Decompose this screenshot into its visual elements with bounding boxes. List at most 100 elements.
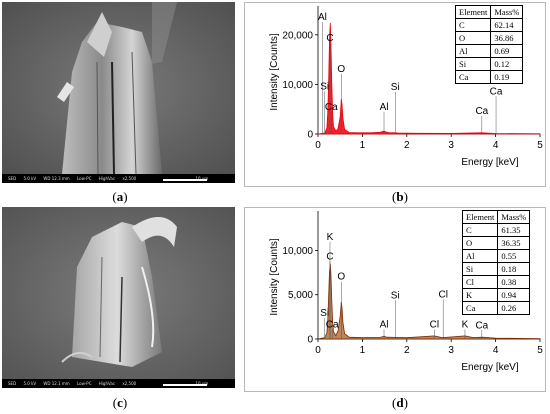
sem-info-scale-label: 10 μm [195,379,208,388]
sem-fiber-c [2,207,235,379]
spectrum-area [317,22,541,135]
table-cell: 36.35 [497,236,531,250]
table-row: K 0.94 [461,288,531,302]
table-cell: Al [454,44,492,58]
sem-info-mode: Low-PC [76,176,92,181]
table-header-row: Element Mass% [461,210,531,224]
peak-label: Ca [490,86,503,97]
table-row: O 36.86 [454,31,524,45]
table-cell: 0.18 [497,262,531,276]
eds-chart-d: 0 5,000 10,000 0 1 2 3 4 5 Energy [keV] Intensity … [244,207,546,392]
table-cell: Si [461,262,499,276]
x-tick-label: 2 [404,345,410,356]
sem-scale-bar-a [163,179,207,181]
table-header-row: Element Mass% [454,5,524,19]
table-header-cell: Mass% [490,5,524,19]
peak-label: Cl [430,319,439,330]
sem-info-detector: SED [8,381,17,386]
table-row: Al 0.69 [454,44,524,58]
x-tick-label: 0 [315,345,321,356]
sem-info-mode: Low-PC [76,381,92,386]
table-cell: 0.94 [497,288,531,302]
x-tick-label: 2 [404,140,410,151]
y-tick-label: 0 [307,335,313,346]
eds-chart-b: 0 10,000 20,000 0 1 2 3 4 5 Energy [keV] Intensity… [244,2,546,187]
eds-spectrum-b: 0 10,000 20,000 0 1 2 3 4 5 Energy [keV] Intensity… [244,2,546,187]
peak-label: C [326,33,333,44]
sem-fiber-a [2,2,235,174]
sem-info-scale-label: 10 μm [195,174,208,183]
sem-info-voltage: 5.0 kV [23,381,37,386]
sem-scale-bar-c [163,384,207,386]
peak-label: K [327,232,334,243]
table-row: O 36.35 [461,236,531,250]
peak-label: Si [391,82,400,93]
panel-frame [244,2,546,187]
x-tick-label: 0 [315,140,321,151]
caption-a: (a) [112,189,128,204]
y-tick-label: 10,000 [282,80,313,91]
table-cell: 62.14 [490,18,524,32]
sem-info-wd: WD 12.3 mm [43,176,70,181]
x-tick-label: 3 [448,345,454,356]
peak-label: Ca [475,106,488,117]
y-tick-label: 5,000 [288,290,313,301]
y-tick-label: 10,000 [282,246,313,257]
sem-info-mag: x2,500 [122,176,137,181]
sem-image-a: SED 5.0 kV WD 12.3 mm Low-PC HighVac x2,… [2,2,235,183]
table-cell: Ca [454,70,492,84]
sem-info-wd: WD 12.1 mm [43,381,70,386]
table-header-cell: Element [454,5,492,19]
table-cell: 0.19 [490,70,524,84]
peak-label: O [337,64,345,75]
table-cell: 0.26 [497,301,531,315]
table-row: Si 0.12 [454,57,524,71]
x-tick-label: 1 [360,140,366,151]
table-cell: Ca [461,301,499,315]
eds-spectrum-d: 0 5,000 10,000 0 1 2 3 4 5 Energy [keV] Intensity … [244,207,546,392]
table-cell: 0.55 [497,249,531,263]
y-axis-label: Intensity [Counts] [269,238,280,315]
peak-label: Ca [475,320,488,331]
peak-label: Si [320,308,329,319]
table-row: Si 0.18 [461,262,531,276]
sem-info-mag: x2,500 [122,381,137,386]
table-cell: Cl [461,275,499,289]
x-tick-label: 3 [448,140,454,151]
table-row: Ca 0.19 [454,70,524,84]
peak-label: Si [320,81,329,92]
sem-info-bar-a: SED 5.0 kV WD 12.3 mm Low-PC HighVac x2,… [2,174,235,183]
y-tick-label: 20,000 [282,30,313,41]
x-axis-label: Energy [keV] [461,362,518,373]
table-row: Al 0.55 [461,249,531,263]
table-row: Ca 0.26 [461,301,531,315]
table-cell: O [454,31,492,45]
sem-image-c: SED 5.0 kV WD 12.1 mm Low-PC HighVac x2,… [2,207,235,388]
x-tick-label: 1 [360,345,366,356]
table-row: C 61.35 [461,223,531,237]
table-cell: C [454,18,492,32]
y-tick-label: 0 [307,130,313,141]
sem-info-vac: HighVac [98,176,116,181]
table-cell: 0.69 [490,44,524,58]
peak-label: C [326,251,333,262]
caption-c: (c) [112,395,128,410]
peak-label: Si [391,290,400,301]
table-row: Cl 0.38 [461,275,531,289]
panel-frame [244,207,546,392]
x-tick-label: 5 [537,140,543,151]
composition-table-d: Element Mass% C 61.35 O 36.35 Al 0.55 Si 0.18 Cl 0.… [461,210,531,315]
table-cell: 0.38 [497,275,531,289]
peak-label: Al [318,12,327,23]
y-axis-label: Intensity [Counts] [269,33,280,110]
peak-label: O [337,272,345,283]
table-cell: K [461,288,499,302]
table-row: C 62.14 [454,18,524,32]
table-cell: O [461,236,499,250]
sem-info-vac: HighVac [98,381,116,386]
peak-label: Ca [326,319,339,330]
peak-label: Ca [325,102,338,113]
table-cell: Si [454,57,492,71]
caption-d: (d) [392,395,408,410]
table-cell: C [461,223,499,237]
